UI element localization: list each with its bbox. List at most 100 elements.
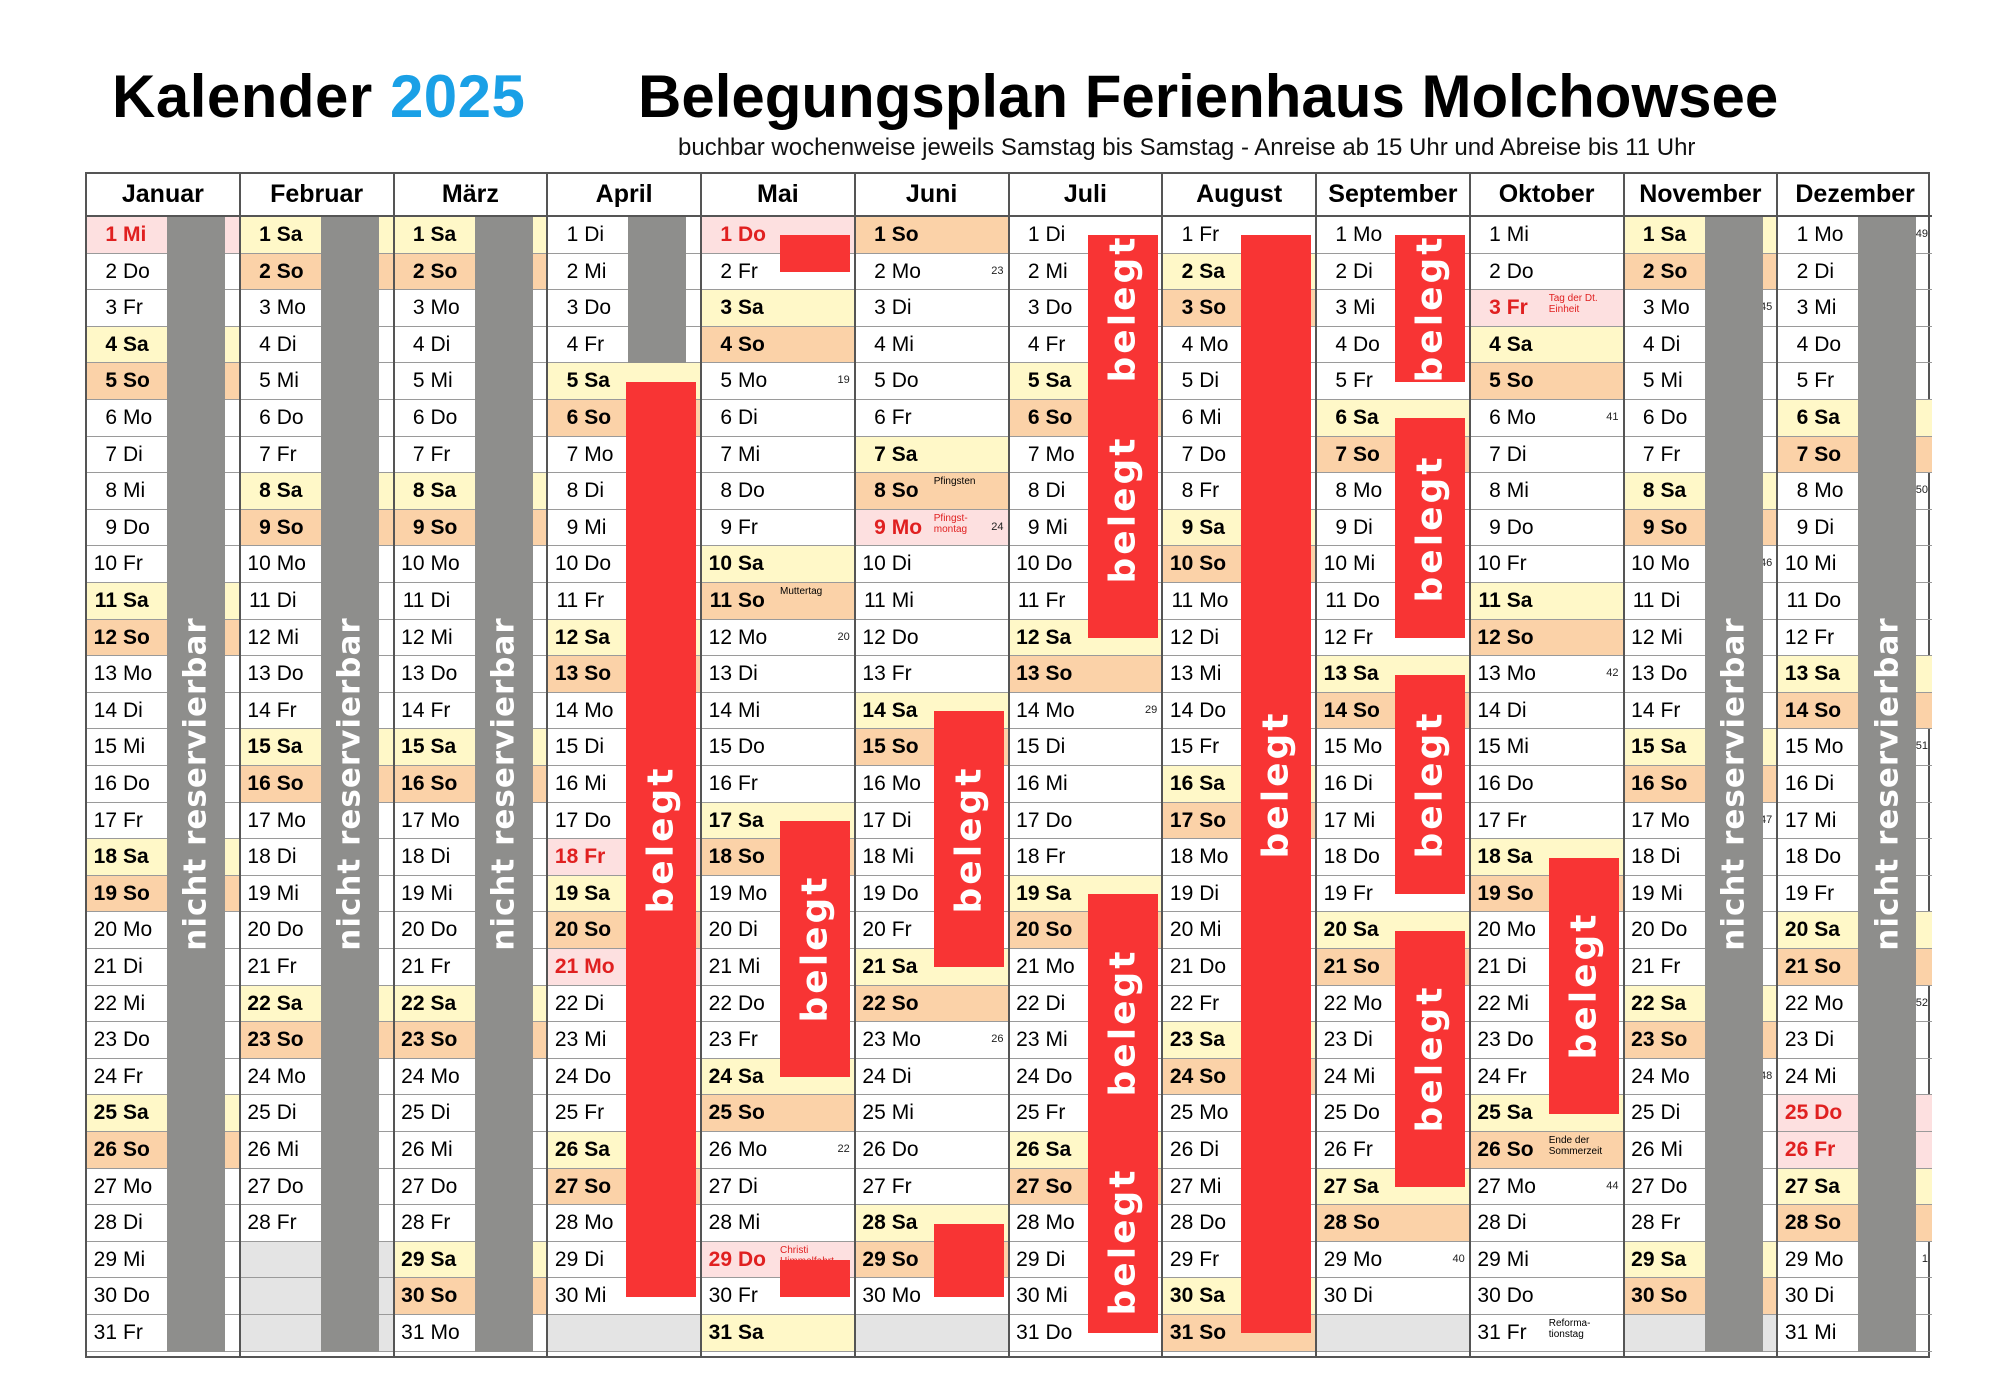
day-cell[interactable]: 15 Mo 51 — [1778, 729, 1932, 766]
day-cell[interactable]: 9 Mi — [548, 510, 700, 547]
day-cell[interactable]: 15 Fr — [1163, 729, 1315, 766]
day-cell[interactable]: 3 Do — [548, 290, 700, 327]
day-cell[interactable]: 25 Mi — [855, 1095, 1008, 1132]
day-cell[interactable]: 29 Mi — [87, 1242, 239, 1279]
day-cell[interactable]: 27 Di — [702, 1169, 854, 1206]
day-cell[interactable]: 16 Mi — [1009, 766, 1162, 803]
day-cell[interactable]: 7 Fr — [394, 437, 547, 474]
day-cell[interactable]: 4 Fr — [1009, 327, 1162, 364]
day-cell[interactable]: 11 So Muttertag — [702, 583, 854, 620]
day-cell[interactable]: 27 Fr — [855, 1169, 1008, 1206]
day-cell[interactable]: 6 Do — [394, 400, 547, 437]
day-cell[interactable]: 10 Do — [1009, 546, 1162, 583]
day-cell[interactable]: 31 Fr Reforma-tionstag — [1470, 1315, 1623, 1352]
day-cell[interactable]: 23 Do — [1470, 1022, 1623, 1059]
day-cell[interactable]: 24 Mo 48 — [1624, 1059, 1777, 1096]
day-cell[interactable]: 3 Fr Tag der Dt. Einheit — [1470, 290, 1623, 327]
day-cell[interactable]: 8 Do — [702, 473, 854, 510]
day-cell[interactable]: 21 Fr — [240, 949, 393, 986]
day-cell[interactable]: 7 Fr — [1624, 437, 1777, 474]
day-cell[interactable]: 13 So — [1009, 656, 1162, 693]
day-cell[interactable]: 17 Mi — [1317, 803, 1469, 840]
day-cell[interactable]: 29 Mo 40 — [1317, 1242, 1469, 1279]
day-cell[interactable]: 21 Mo — [1009, 949, 1162, 986]
day-cell[interactable]: 12 Mo 20 — [702, 620, 854, 657]
day-cell[interactable]: 12 Di — [1163, 620, 1315, 657]
day-cell[interactable]: 3 Mo 45 — [1624, 290, 1777, 327]
day-cell[interactable]: 19 Mi — [240, 876, 393, 913]
day-cell[interactable]: 14 Fr — [240, 693, 393, 730]
day-cell[interactable]: 4 Di — [394, 327, 547, 364]
day-cell[interactable]: 21 Fr — [394, 949, 547, 986]
day-cell[interactable]: 28 Do — [1163, 1205, 1315, 1242]
day-cell[interactable]: 7 Di — [87, 437, 239, 474]
day-cell[interactable]: 27 Mo — [87, 1169, 239, 1206]
day-cell[interactable]: 25 Fr — [1009, 1095, 1162, 1132]
day-cell[interactable]: 13 Do — [394, 656, 547, 693]
day-cell[interactable]: 11 Mi — [855, 583, 1008, 620]
day-cell[interactable]: 22 Do — [702, 986, 854, 1023]
day-cell[interactable]: 11 Sa — [1470, 583, 1623, 620]
day-cell[interactable]: 27 Do — [240, 1169, 393, 1206]
day-cell[interactable]: 6 Fr — [855, 400, 1008, 437]
day-cell[interactable]: 8 Mo 50 — [1778, 473, 1932, 510]
day-cell[interactable]: 2 Di — [1317, 254, 1469, 291]
day-cell[interactable]: 25 Do — [1317, 1095, 1469, 1132]
day-cell[interactable]: 4 Mi — [855, 327, 1008, 364]
day-cell[interactable]: 15 Di — [548, 729, 700, 766]
day-cell[interactable]: 15 Di — [1009, 729, 1162, 766]
day-cell[interactable]: 28 Mo — [1009, 1205, 1162, 1242]
day-cell[interactable]: 26 So Ende der Sommerzeit — [1470, 1132, 1623, 1169]
day-cell[interactable]: 15 Mi — [1470, 729, 1623, 766]
day-cell[interactable]: 5 Mi — [1624, 363, 1777, 400]
day-cell[interactable]: 23 Mi — [1009, 1022, 1162, 1059]
day-cell[interactable]: 24 Do — [548, 1059, 700, 1096]
day-cell[interactable]: 12 Do — [855, 620, 1008, 657]
day-cell[interactable]: 8 Mi — [1470, 473, 1623, 510]
day-cell[interactable]: 27 Mi — [1163, 1169, 1315, 1206]
day-cell[interactable]: 6 Do — [1624, 400, 1777, 437]
day-cell[interactable]: 10 Fr — [87, 546, 239, 583]
day-cell[interactable]: 29 Mo 1 — [1778, 1242, 1932, 1279]
day-cell[interactable]: 13 Di — [702, 656, 854, 693]
day-cell[interactable]: 20 Mo — [1470, 912, 1623, 949]
day-cell[interactable]: 22 Fr — [1163, 986, 1315, 1023]
day-cell[interactable]: 18 Do — [1778, 839, 1932, 876]
day-cell[interactable]: 15 Mi — [87, 729, 239, 766]
day-cell[interactable]: 8 So Pfingsten — [855, 473, 1008, 510]
day-cell[interactable]: 24 Do — [1009, 1059, 1162, 1096]
day-cell[interactable]: 2 Fr — [702, 254, 854, 291]
day-cell[interactable]: 6 Mo 41 — [1470, 400, 1623, 437]
day-cell[interactable]: 25 Fr — [548, 1095, 700, 1132]
day-cell[interactable]: 21 Fr — [1624, 949, 1777, 986]
day-cell[interactable]: 18 Mo — [1163, 839, 1315, 876]
day-cell[interactable]: 9 Do — [1470, 510, 1623, 547]
day-cell[interactable]: 4 Di — [1624, 327, 1777, 364]
day-cell[interactable]: 5 Fr — [1778, 363, 1932, 400]
day-cell[interactable]: 19 Mi — [1624, 876, 1777, 913]
day-cell[interactable]: 28 Mo — [548, 1205, 700, 1242]
day-cell[interactable]: 14 Mo — [548, 693, 700, 730]
day-cell[interactable]: 3 Mi — [1317, 290, 1469, 327]
day-cell[interactable]: 28 Fr — [1624, 1205, 1777, 1242]
day-cell[interactable]: 26 Fr — [1317, 1132, 1469, 1169]
day-cell[interactable]: 24 Fr — [1470, 1059, 1623, 1096]
day-cell[interactable]: 14 Mo 29 — [1009, 693, 1162, 730]
day-cell[interactable]: 27 Mo 44 — [1470, 1169, 1623, 1206]
day-cell[interactable]: 26 Mi — [394, 1132, 547, 1169]
day-cell[interactable]: 4 Do — [1778, 327, 1932, 364]
day-cell[interactable]: 17 Mi — [1778, 803, 1932, 840]
day-cell[interactable]: 9 Do — [87, 510, 239, 547]
day-cell[interactable]: 25 Mo — [1163, 1095, 1315, 1132]
day-cell[interactable]: 31 Mo — [394, 1315, 547, 1352]
day-cell[interactable]: 6 Do — [240, 400, 393, 437]
day-cell[interactable]: 6 Di — [702, 400, 854, 437]
day-cell[interactable]: 26 Mi — [240, 1132, 393, 1169]
day-cell[interactable]: 10 Fr — [1470, 546, 1623, 583]
day-cell[interactable]: 5 Mi — [394, 363, 547, 400]
day-cell[interactable]: 28 Fr — [240, 1205, 393, 1242]
day-cell[interactable]: 2 Mi — [548, 254, 700, 291]
day-cell[interactable]: 30 Di — [1317, 1278, 1469, 1315]
day-cell[interactable]: 25 Di — [394, 1095, 547, 1132]
day-cell[interactable]: 10 Mo — [240, 546, 393, 583]
